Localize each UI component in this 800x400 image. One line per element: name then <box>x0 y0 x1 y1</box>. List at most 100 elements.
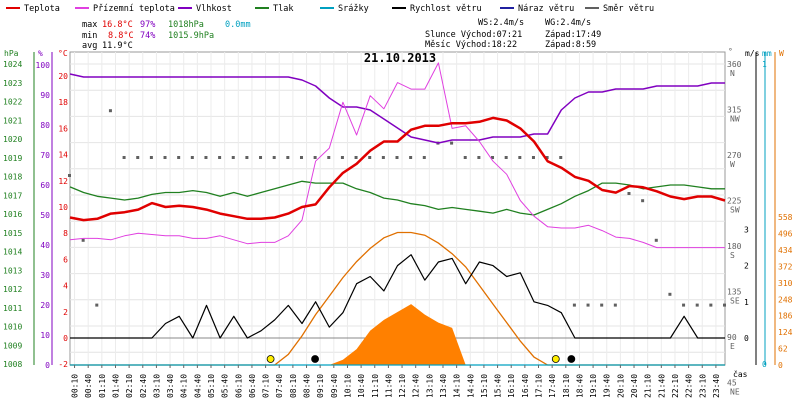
wind-direction-point <box>108 109 112 113</box>
x-tick-label: 11:40 <box>384 374 393 398</box>
wind-direction-point <box>313 156 317 159</box>
direction-tick-cardinal: NW <box>730 115 740 124</box>
temperature-tick-label: 20 <box>58 72 68 81</box>
wind-direction-point <box>381 156 385 159</box>
x-tick-label: 08:10 <box>289 374 298 398</box>
wind-direction-point <box>654 238 658 242</box>
pressure-tick-label: 1023 <box>3 79 22 88</box>
wind-direction-point <box>136 156 140 159</box>
direction-tick-cardinal: W <box>730 160 735 169</box>
humidity-tick-label: 90 <box>40 91 50 100</box>
solar-axis-unit: W <box>779 49 784 58</box>
solar-tick-label: 62 <box>778 345 788 354</box>
direction-tick-degree: 45 <box>727 379 737 388</box>
x-tick-label: 23:10 <box>698 374 707 398</box>
temperature-tick-label: 16 <box>58 124 68 133</box>
stat-min-pressure: 1015.9hPa <box>168 31 214 41</box>
humidity-axis-unit: % <box>38 49 43 58</box>
solar-tick-label: 0 <box>778 361 783 370</box>
direction-tick-cardinal: SE <box>730 297 740 306</box>
temperature-tick-label: 4 <box>63 282 68 291</box>
x-tick-label: 20:10 <box>616 374 625 398</box>
wind-speed-line <box>70 254 725 339</box>
pressure-tick-label: 1010 <box>3 323 22 332</box>
wind-direction-point <box>272 156 276 159</box>
wind-direction-point <box>477 156 481 159</box>
axes: hPa% °C1024102310221021102010191018101710… <box>3 47 793 398</box>
stat-sunrise: Slunce Východ:07:21 <box>425 30 522 40</box>
wind-direction-point <box>627 192 631 195</box>
x-tick-label: 04:40 <box>193 374 202 398</box>
wind-direction-point <box>450 141 454 145</box>
wind-direction-point <box>709 303 713 307</box>
direction-tick-cardinal: E <box>730 342 735 351</box>
x-tick-label: 03:10 <box>152 374 161 398</box>
temperature-tick-label: 10 <box>58 203 68 212</box>
wind-speed-tick-label: 3 <box>744 225 749 234</box>
pressure-tick-label: 1022 <box>3 98 22 107</box>
x-tick-label: 12:40 <box>412 374 421 398</box>
wind-direction-point <box>68 174 71 177</box>
wind-direction-point <box>163 156 167 159</box>
solar-area <box>70 304 725 365</box>
wind-speed-tick-label: 0 <box>744 334 749 343</box>
x-tick-label: 13:10 <box>425 374 434 398</box>
wind-direction-point <box>245 156 249 159</box>
direction-tick-degree: 360 <box>727 60 742 69</box>
precipitation-tick-label: 1 <box>762 60 767 69</box>
x-tick-label: 02:40 <box>139 374 148 398</box>
temperature-tick-label: 2 <box>63 308 68 317</box>
legend-label: Rychlost větru <box>410 4 482 14</box>
pressure-axis-unit: hPa <box>4 49 19 58</box>
humidity-tick-label: 100 <box>36 61 51 70</box>
x-tick-label: 09:40 <box>330 374 339 398</box>
wind-direction-point <box>600 303 604 307</box>
wind-direction-point <box>531 156 535 159</box>
x-tick-label: 04:10 <box>180 374 189 398</box>
direction-tick-degree: 315 <box>727 106 742 115</box>
temperature-axis-unit: °C <box>58 49 68 58</box>
pressure-line <box>69 180 725 216</box>
solar-tick-label: 248 <box>778 295 793 304</box>
temperature-tick-label: 0 <box>63 334 68 343</box>
direction-tick-cardinal: SW <box>730 206 740 215</box>
wind-speed-tick-label: 1 <box>744 298 749 307</box>
pressure-tick-label: 1009 <box>3 341 22 350</box>
wind-direction-point <box>586 303 590 307</box>
wind-direction-point <box>231 156 235 159</box>
x-tick-label: 19:10 <box>589 374 598 398</box>
legend-label: Srážky <box>338 4 369 14</box>
x-tick-label: 03:40 <box>166 374 175 398</box>
wind-direction-point <box>491 156 495 159</box>
temperature-tick-label: 8 <box>63 229 68 238</box>
wind-direction-point <box>81 238 85 242</box>
x-tick-label: 22:40 <box>685 374 694 398</box>
wind-direction-point <box>259 156 263 159</box>
temperature-tick-label: 6 <box>63 255 68 264</box>
x-tick-label: 00:40 <box>84 374 93 398</box>
grid <box>69 51 726 366</box>
humidity-tick-label: 20 <box>40 301 50 310</box>
pressure-tick-label: 1016 <box>3 210 22 219</box>
x-tick-label: 02:10 <box>125 374 134 398</box>
stat-moonset: Západ:8:59 <box>545 40 596 50</box>
temperature-tick-label: 18 <box>58 98 68 107</box>
humidity-tick-label: 30 <box>40 271 50 280</box>
humidity-tick-label: 60 <box>40 181 50 190</box>
wind-direction-point <box>504 156 508 159</box>
x-tick-label: 14:40 <box>466 374 475 398</box>
solar-tick-label: 124 <box>778 328 793 337</box>
x-tick-label: 17:40 <box>548 374 557 398</box>
solar-tick-label: 434 <box>778 246 793 255</box>
wind-direction-point <box>340 156 344 159</box>
humidity-tick-label: 70 <box>40 151 50 160</box>
stats-block: max 16.8°C 97% 1018hPa 0.0mm min 8.8°C 74% 1015.… <box>82 18 601 51</box>
stat-min-temp: 8.8°C <box>108 31 134 41</box>
pressure-tick-label: 1014 <box>3 248 22 257</box>
humidity-tick-label: 10 <box>40 331 50 340</box>
x-tick-label: 09:10 <box>316 374 325 398</box>
legend-label: Náraz větru <box>518 4 574 14</box>
wind-direction-point <box>299 156 303 159</box>
x-tick-label: 15:40 <box>494 374 503 398</box>
stat-wind-gust: WG:2.4m/s <box>545 18 591 28</box>
